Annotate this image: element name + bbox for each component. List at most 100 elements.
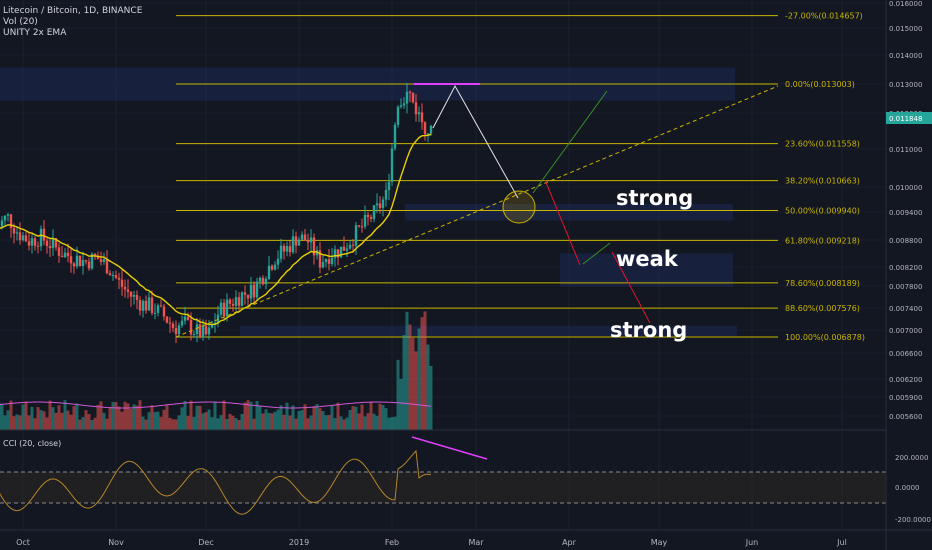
candle-body [258, 277, 262, 282]
candle-body [33, 238, 37, 246]
candle-body [369, 216, 373, 219]
price-badge [886, 112, 932, 124]
candle-body [330, 257, 334, 264]
volume-bar [36, 407, 40, 430]
candle-body [120, 279, 124, 287]
volume-bar [333, 418, 337, 430]
volume-bar [414, 351, 418, 430]
candle-body [339, 246, 343, 258]
ema-curve [0, 133, 432, 326]
candle-body [297, 239, 301, 246]
candle-body [141, 300, 145, 311]
candle-body [219, 302, 223, 315]
candles [0, 83, 433, 343]
candle-body [48, 246, 52, 249]
candle-body [195, 324, 199, 335]
zone-box [240, 325, 737, 337]
x-tick-label: Mar [468, 538, 484, 547]
volume-bar [87, 414, 91, 430]
volume-bar [276, 409, 280, 430]
volume-bar [123, 401, 127, 430]
volume-bar [255, 401, 259, 430]
volume-bar [3, 415, 7, 430]
candle-body [15, 232, 19, 234]
volume-bar [51, 407, 55, 430]
volume-ma [0, 401, 432, 409]
candle-body [285, 246, 289, 252]
candle-body [231, 303, 235, 306]
candle-body [75, 255, 79, 267]
volume-bar [201, 413, 205, 430]
volume-bar [171, 419, 175, 430]
candle-body [426, 133, 430, 135]
candle-body [198, 324, 202, 338]
volume-bar [306, 418, 310, 430]
volume-bar [321, 411, 325, 430]
candle-body [153, 312, 157, 314]
projection-white [432, 84, 519, 199]
volume-bar [294, 418, 298, 430]
candle-body [150, 297, 154, 313]
candle-body [42, 228, 46, 241]
candle-body [315, 250, 319, 256]
x-tick-label: Nov [108, 538, 124, 547]
x-tick-label: Apr [562, 538, 577, 547]
volume-bar [240, 413, 244, 430]
volume-bar [363, 416, 367, 430]
volume-bar [96, 404, 100, 430]
candle-body [363, 214, 367, 227]
candle-body [387, 181, 391, 190]
volume-bar [78, 419, 82, 430]
fib-label: 61.80%(0.009218) [785, 236, 860, 245]
volume-bar [375, 415, 379, 430]
volume-bar [24, 401, 28, 430]
candle-body [201, 325, 205, 338]
candle-body [189, 319, 193, 335]
cci-tick-label: 0.0000 [895, 484, 920, 492]
y-tick-label: 0.007400 [889, 305, 922, 313]
candle-body [288, 246, 292, 253]
chart-legend: Litecoin / Bitcoin, 1D, BINANCE Vol (20)… [3, 6, 142, 39]
volume-bar [387, 417, 391, 430]
volume-bar [180, 407, 184, 430]
annotation-labels: strong weak strong CCI (20, close) [3, 186, 693, 448]
x-tick-label: May [651, 538, 668, 547]
candle-body [411, 92, 415, 103]
volume-bar [261, 413, 265, 430]
candle-body [69, 256, 73, 264]
volume-bar [186, 415, 190, 430]
cci-label: CCI (20, close) [3, 439, 61, 448]
candle-body [348, 244, 352, 249]
fibonacci-levels: -27.00%(0.014657) 0.00%(0.013003) 23.60%(0… [176, 12, 865, 342]
candle-body [252, 284, 256, 298]
candle-body [351, 244, 355, 246]
volume-bar [141, 416, 145, 430]
legend-volume[interactable]: Vol (20) [3, 17, 38, 27]
volume-bar [111, 401, 115, 430]
candle-body [378, 203, 382, 208]
legend-ema[interactable]: UNITY 2x EMA [3, 28, 67, 38]
x-tick-label: 2019 [289, 538, 309, 547]
candle-body [177, 325, 181, 335]
volume-bar [309, 415, 313, 430]
candle-body [57, 247, 61, 256]
candle-body [354, 225, 358, 246]
volume-bar [132, 404, 136, 430]
candle-body [6, 214, 10, 216]
candle-body [276, 258, 280, 265]
candle-body [132, 295, 136, 297]
candle-body [27, 241, 31, 246]
volume-bar [75, 403, 79, 430]
candle-body [60, 255, 64, 258]
volume-bar [174, 419, 178, 430]
cci-tick-label: -200.0000 [895, 516, 931, 524]
volume-bar [258, 405, 262, 430]
legend-symbol[interactable]: Litecoin / Bitcoin, 1D, BINANCE [3, 6, 143, 16]
volume-bar [60, 412, 64, 430]
candle-body [381, 199, 385, 208]
candle-body [342, 246, 346, 251]
volume-bar [15, 414, 19, 430]
volume-bar [90, 419, 94, 430]
cci-panel [0, 429, 886, 515]
